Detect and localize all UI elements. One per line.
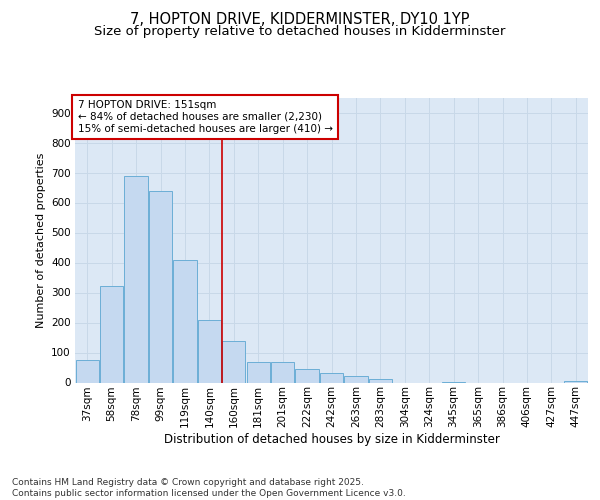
Bar (564, 380, 587, 382)
Text: 7, HOPTON DRIVE, KIDDERMINSTER, DY10 1YP: 7, HOPTON DRIVE, KIDDERMINSTER, DY10 1YP (130, 12, 470, 28)
Bar (369, 379, 392, 382)
X-axis label: Distribution of detached houses by size in Kidderminster: Distribution of detached houses by size … (164, 433, 499, 446)
Bar (76, 360, 99, 382)
Bar (295, 369, 319, 382)
Text: Size of property relative to detached houses in Kidderminster: Size of property relative to detached ho… (94, 25, 506, 38)
Text: Contains HM Land Registry data © Crown copyright and database right 2025.
Contai: Contains HM Land Registry data © Crown c… (12, 478, 406, 498)
Bar (100, 286, 123, 382)
Y-axis label: Number of detached properties: Number of detached properties (35, 152, 46, 328)
Bar (124, 176, 148, 382)
Bar (320, 373, 343, 382)
Bar (344, 376, 368, 382)
Bar (271, 362, 294, 382)
Text: 7 HOPTON DRIVE: 151sqm
← 84% of detached houses are smaller (2,230)
15% of semi-: 7 HOPTON DRIVE: 151sqm ← 84% of detached… (77, 100, 332, 134)
Bar (149, 191, 172, 382)
Bar (222, 342, 245, 382)
Bar (247, 362, 270, 382)
Bar (173, 260, 197, 382)
Bar (198, 320, 221, 382)
